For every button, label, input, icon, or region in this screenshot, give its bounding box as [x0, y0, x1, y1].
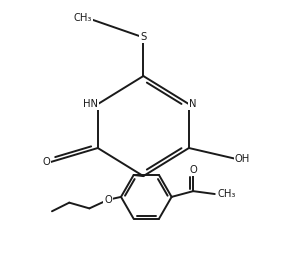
Text: O: O [43, 157, 51, 167]
Text: S: S [140, 32, 147, 42]
Text: N: N [189, 99, 197, 109]
Text: CH₃: CH₃ [218, 189, 236, 199]
Text: O: O [104, 195, 112, 205]
Text: O: O [189, 165, 197, 175]
Text: CH₃: CH₃ [74, 13, 92, 23]
Text: HN: HN [83, 99, 98, 109]
Text: OH: OH [235, 153, 250, 164]
